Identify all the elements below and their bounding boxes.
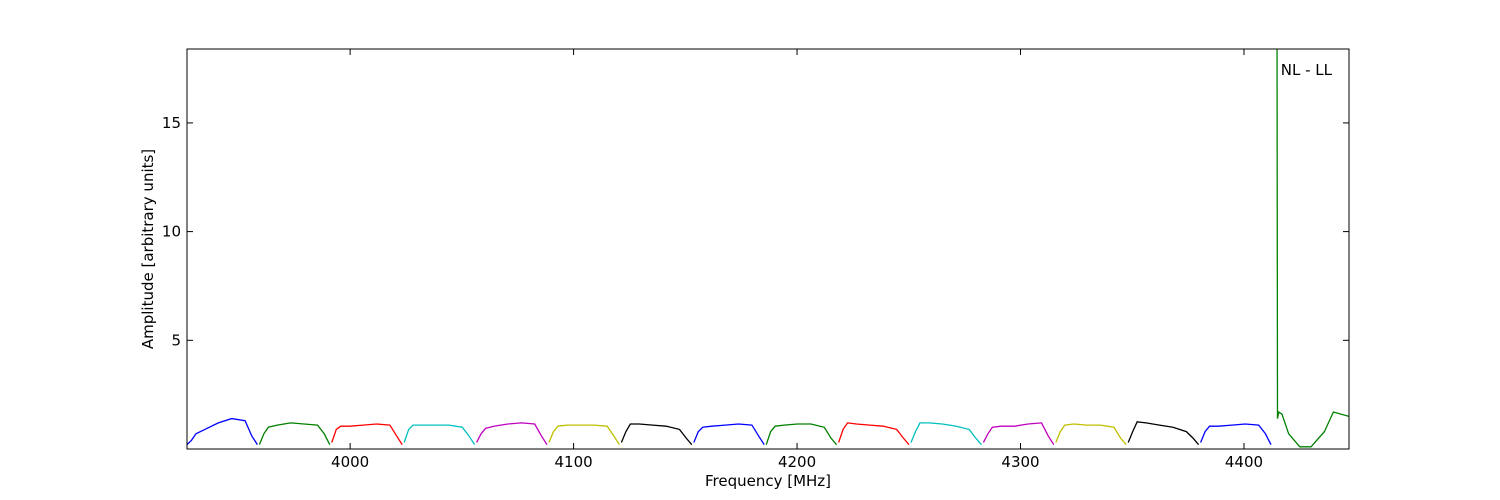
- y-tick-label: 15: [162, 114, 181, 132]
- data-line: [765, 423, 838, 446]
- data-line: [982, 422, 1055, 446]
- x-tick-label: 4300: [1001, 453, 1039, 471]
- data-line: [837, 422, 910, 446]
- data-line: [1055, 423, 1127, 446]
- x-tick-label: 4400: [1225, 453, 1263, 471]
- x-tick-label: 4200: [778, 453, 816, 471]
- y-tick-label: 5: [171, 331, 181, 349]
- y-axis-label: Amplitude [arbitrary units]: [139, 149, 157, 349]
- x-tick-label: 4000: [331, 453, 369, 471]
- annotation: NL - LL: [1281, 61, 1333, 79]
- data-line: [1200, 423, 1272, 445]
- data-line: [187, 417, 258, 446]
- data-line: [331, 423, 403, 446]
- x-axis-label: Frequency [MHz]: [705, 472, 831, 490]
- data-line: [620, 423, 693, 446]
- y-tick-label: 10: [162, 223, 181, 241]
- plot-frame: [186, 48, 1350, 450]
- data-line: [693, 423, 765, 446]
- data-line: [403, 424, 476, 446]
- data-line: [910, 422, 982, 446]
- data-line: [548, 424, 620, 446]
- x-tick-label: 4100: [554, 453, 592, 471]
- data-line: [1127, 421, 1200, 446]
- data-line: [1276, 49, 1349, 448]
- data-line: [258, 422, 331, 445]
- data-line: [476, 422, 548, 446]
